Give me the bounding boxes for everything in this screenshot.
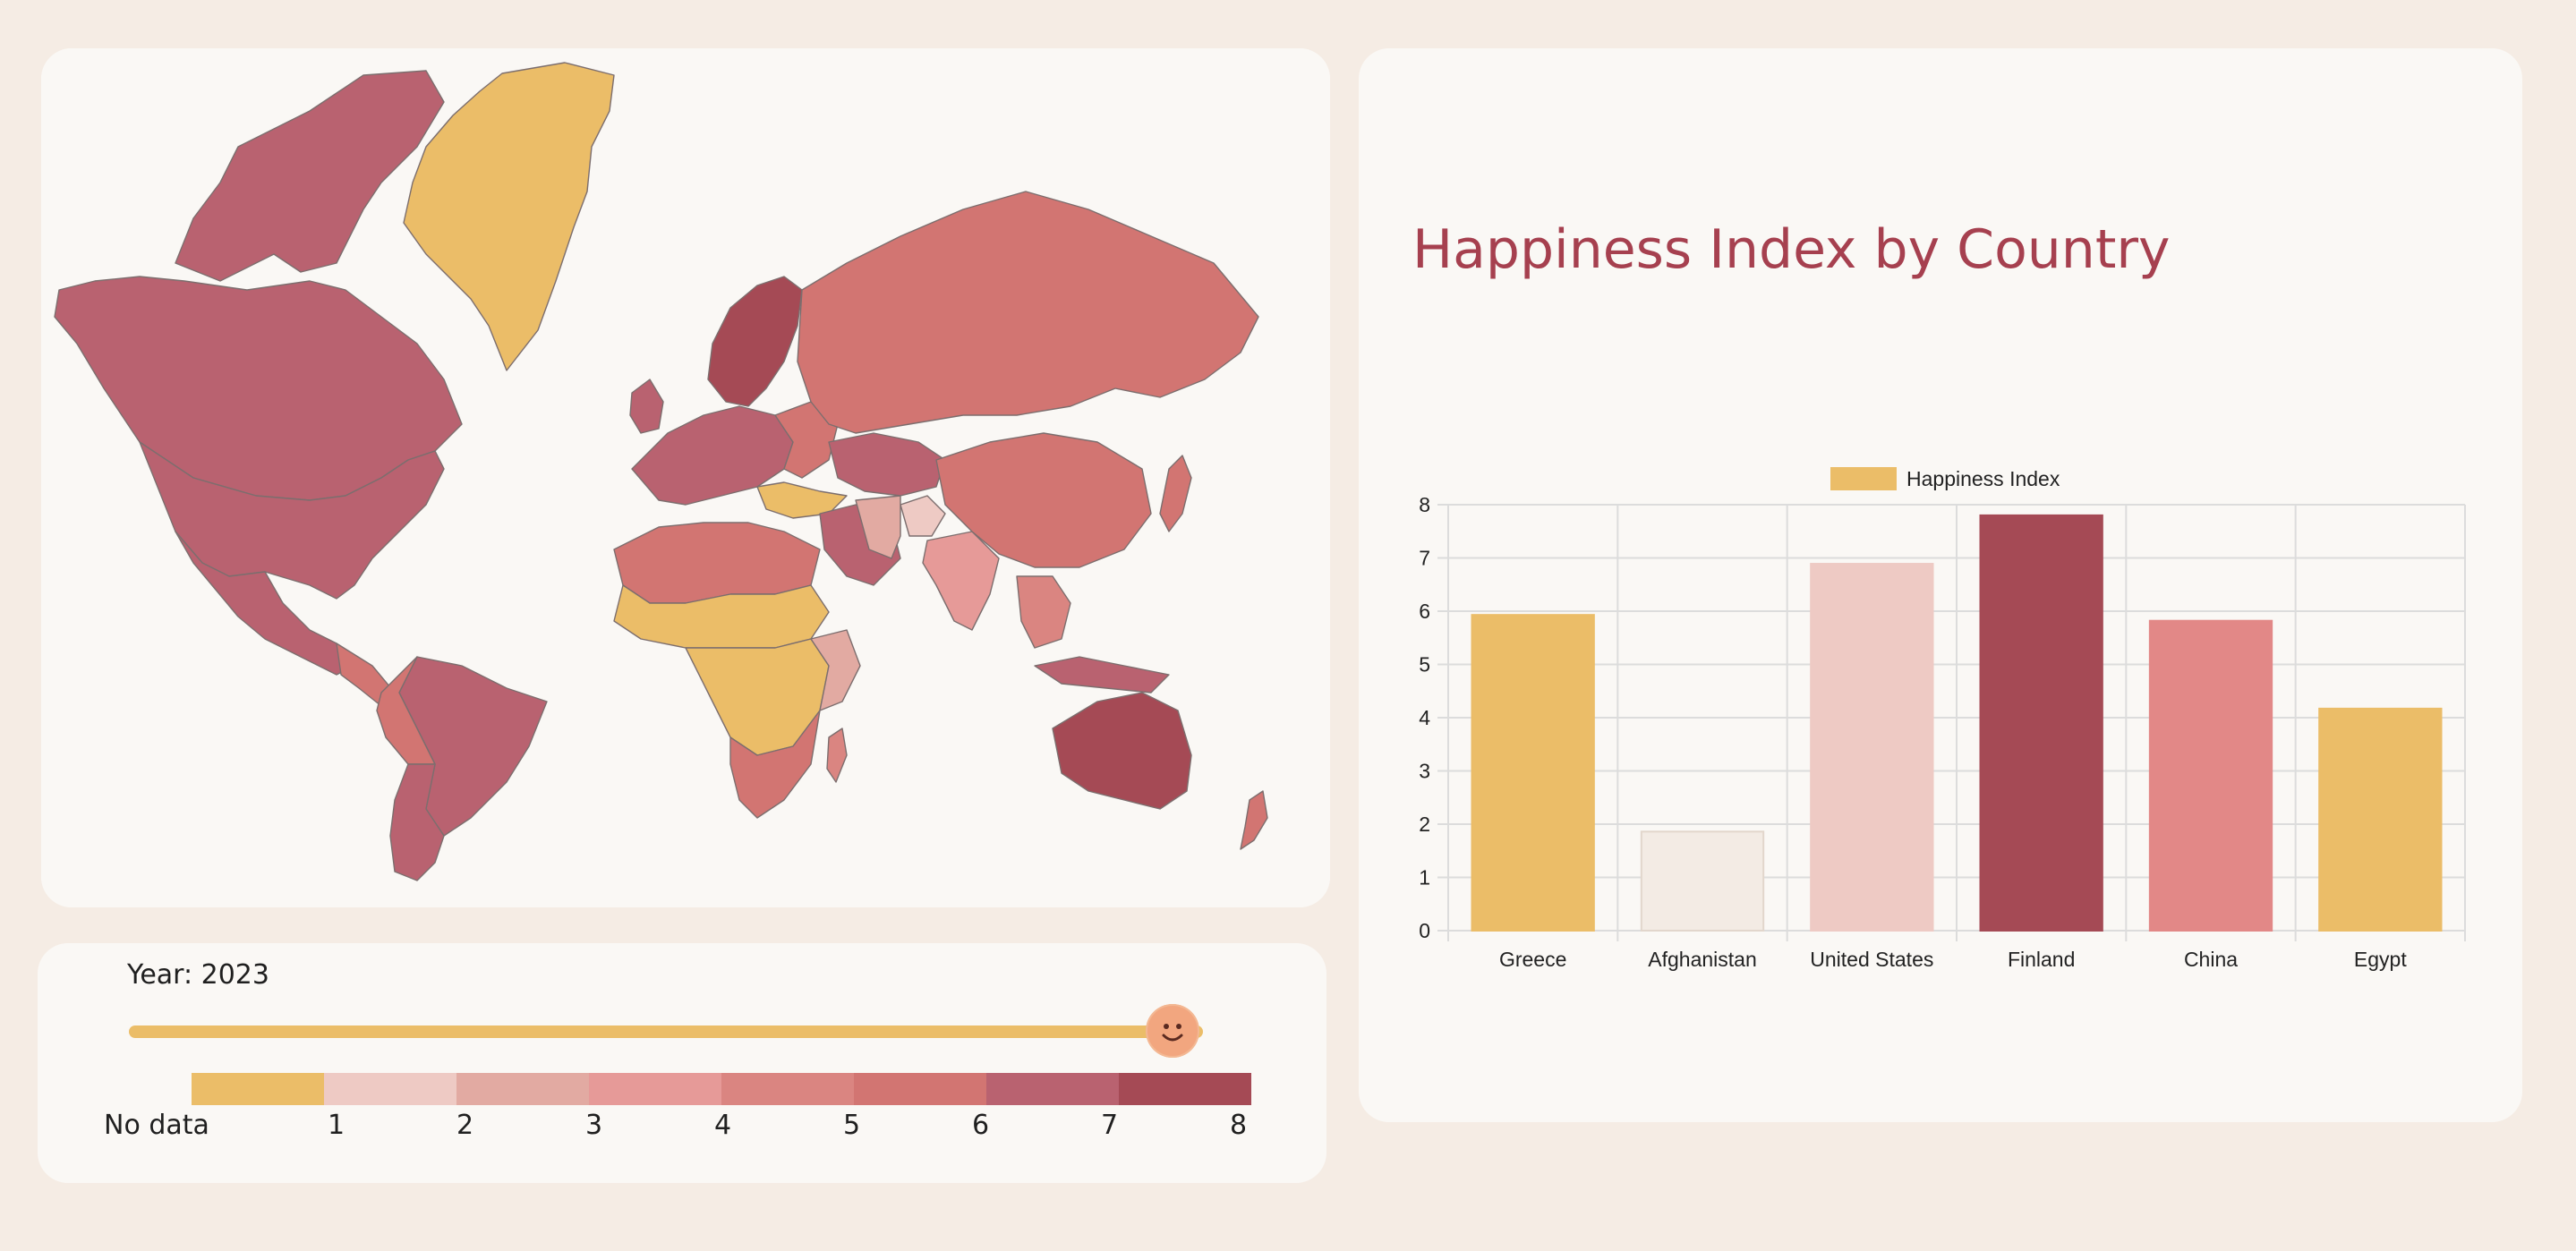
country-indonesia[interactable] [1034, 656, 1170, 694]
bar-finland[interactable] [1979, 514, 2103, 932]
legend-swatch-3 [589, 1073, 721, 1105]
y-tick-label: 0 [1419, 919, 1430, 942]
y-tick-label: 1 [1419, 866, 1430, 889]
country-china[interactable] [935, 432, 1152, 568]
bar-china[interactable] [2148, 619, 2273, 932]
country-canada-islands[interactable] [175, 70, 445, 282]
legend-swatch-happiness-index [1830, 467, 1897, 490]
country-uk[interactable] [629, 379, 664, 434]
x-tick-label: China [2184, 948, 2238, 971]
legend-label-3: 3 [585, 1110, 603, 1141]
x-tick-label: Finland [2008, 948, 2075, 971]
legend-label-5: 5 [843, 1110, 861, 1141]
y-tick-label: 8 [1419, 493, 1430, 516]
legend-label-no-data: No data [104, 1110, 209, 1141]
country-madagascar[interactable] [826, 728, 848, 783]
chart-title: Happiness Index by Country [1412, 218, 2171, 281]
country-kazakhstan[interactable] [828, 432, 946, 497]
year-slider-track[interactable] [129, 1025, 1203, 1038]
legend-swatch-no-data [192, 1073, 324, 1105]
country-east-africa[interactable] [810, 629, 861, 711]
legend-swatch-7 [1119, 1073, 1251, 1105]
legend-label-6: 6 [972, 1110, 990, 1141]
bar-greece[interactable] [1471, 614, 1595, 932]
legend-label-8: 8 [1230, 1110, 1248, 1141]
country-russia[interactable] [797, 191, 1259, 434]
year-control-card: Year: 2023 No data 1 2 3 4 5 6 7 8 [38, 943, 1326, 1183]
legend-label-1: 1 [328, 1110, 345, 1141]
bar-united-states[interactable] [1810, 563, 1934, 932]
country-india[interactable] [922, 531, 1000, 631]
legend-label-4: 4 [714, 1110, 732, 1141]
x-tick-label: Egypt [2354, 948, 2407, 971]
x-tick-label: Greece [1499, 948, 1566, 971]
country-australia[interactable] [1052, 692, 1192, 810]
x-tick-label: Afghanistan [1648, 948, 1756, 971]
legend-swatch-4 [721, 1073, 854, 1105]
y-tick-label: 5 [1419, 653, 1430, 677]
y-tick-label: 6 [1419, 600, 1430, 623]
bar-afghanistan[interactable] [1640, 830, 1765, 932]
legend-label-2: 2 [456, 1110, 474, 1141]
world-map[interactable] [41, 48, 1330, 907]
world-map-card [41, 48, 1330, 907]
y-tick-label: 3 [1419, 760, 1430, 783]
country-new-zealand[interactable] [1240, 790, 1268, 850]
legend-label-7: 7 [1101, 1110, 1119, 1141]
country-scandinavia[interactable] [707, 276, 803, 407]
x-tick-label: United States [1810, 948, 1933, 971]
bar-chart-card: Happiness Index by Country 0 1 2 3 4 5 6 7 8 Gree… [1359, 48, 2522, 1122]
y-tick-label: 7 [1419, 547, 1430, 570]
legend-label-happiness-index: Happiness Index [1906, 467, 2060, 490]
country-sahel[interactable] [613, 584, 830, 649]
country-greenland[interactable] [403, 62, 615, 371]
country-southeast-asia[interactable] [1016, 575, 1071, 649]
country-greece-turkey[interactable] [756, 481, 848, 519]
legend-swatch-1 [324, 1073, 456, 1105]
bar-egypt[interactable] [2318, 707, 2443, 932]
smiley-face-icon [1162, 1024, 1183, 1042]
country-southern-africa[interactable] [729, 710, 821, 819]
legend-swatch-5 [854, 1073, 986, 1105]
legend-swatch-2 [456, 1073, 589, 1105]
happiness-bar-chart: 0 1 2 3 4 5 6 7 8 Greece Afghanistan United States F… [1419, 467, 2466, 971]
country-iran[interactable] [855, 495, 901, 559]
country-argentina-chile[interactable] [389, 763, 445, 881]
legend-swatch-6 [986, 1073, 1119, 1105]
year-slider-handle[interactable] [1146, 1004, 1199, 1058]
country-afghanistan[interactable] [900, 495, 946, 537]
country-japan[interactable] [1159, 455, 1192, 532]
y-tick-label: 4 [1419, 706, 1430, 729]
color-legend-bar [192, 1073, 1251, 1105]
year-label: Year: 2023 [127, 959, 269, 991]
y-tick-label: 2 [1419, 813, 1430, 836]
